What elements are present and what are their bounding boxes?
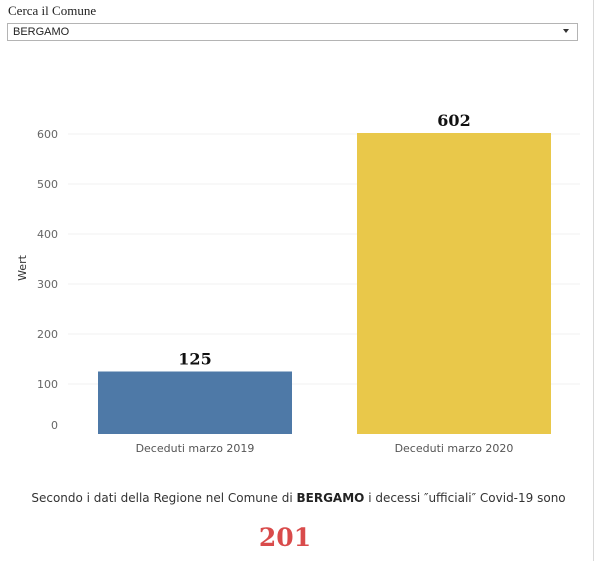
x-tick-label: Deceduti marzo 2019 <box>136 442 255 455</box>
bar-data-label: 125 <box>178 350 211 369</box>
y-tick-label: 100 <box>37 378 58 391</box>
caption-comune: BERGAMO <box>296 491 365 505</box>
summary-caption: Secondo i dati della Regione nel Comune … <box>0 491 597 505</box>
filter-label: Cerca il Comune <box>8 3 97 18</box>
y-tick-label: 200 <box>37 328 58 341</box>
bar <box>98 371 292 434</box>
caption-suffix: i decessi ″ufficiali″ Covid-19 sono <box>368 491 566 505</box>
x-tick-label: Deceduti marzo 2020 <box>395 442 514 455</box>
caption-prefix: Secondo i dati della Regione nel Comune … <box>31 491 293 505</box>
bar-data-label: 602 <box>437 111 470 130</box>
y-tick-label: 600 <box>37 128 58 141</box>
covid-deaths-total: 201 <box>258 523 312 552</box>
dropdown-selected-value: BERGAMO <box>13 26 70 38</box>
bar-chart: 0 100 200 300 400 500 600 Wert 125 Deceduti marzo… <box>16 111 580 455</box>
panel-border <box>593 0 594 561</box>
chevron-down-icon[interactable] <box>563 29 569 33</box>
bar <box>357 133 551 434</box>
y-tick-label: 0 <box>51 419 58 432</box>
y-tick-label: 500 <box>37 178 58 191</box>
y-axis-label: Wert <box>16 254 29 281</box>
y-tick-label: 400 <box>37 228 58 241</box>
comune-dropdown[interactable]: BERGAMO <box>7 23 578 41</box>
y-tick-label: 300 <box>37 278 58 291</box>
